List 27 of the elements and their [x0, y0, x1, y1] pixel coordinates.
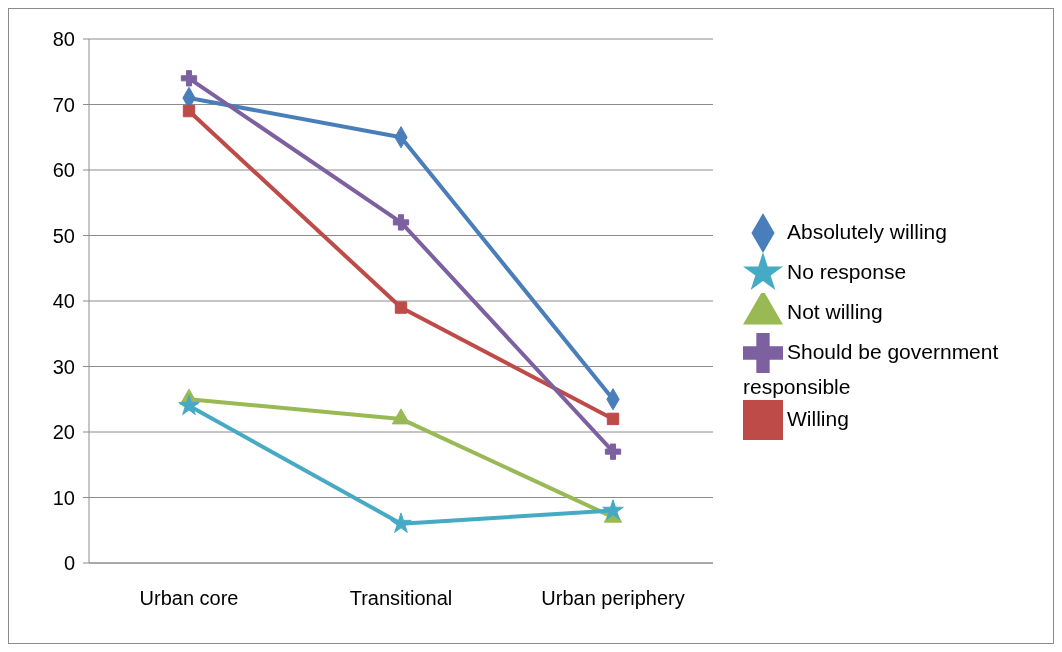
- point: [391, 408, 411, 425]
- y-tick-label: 10: [52, 486, 75, 509]
- x-tick-label: Urban periphery: [541, 587, 685, 610]
- legend-label: Willing: [787, 406, 849, 430]
- point: [394, 301, 408, 314]
- point: [392, 214, 410, 231]
- point: [606, 412, 620, 426]
- point: [604, 443, 622, 460]
- point: [180, 70, 198, 87]
- point: [390, 512, 412, 533]
- y-tick-label: 0: [63, 552, 75, 575]
- y-tick-label: 70: [52, 93, 75, 116]
- y-tick-label: 30: [52, 355, 75, 378]
- x-tick-label: Urban core: [139, 587, 239, 610]
- legend-label: No response: [787, 259, 907, 283]
- point: [602, 499, 624, 520]
- legend-label: Should be government responsible: [743, 339, 999, 398]
- y-tick-label: 60: [52, 159, 75, 182]
- y-tick-label: 20: [52, 421, 75, 444]
- y-tick-label: 40: [52, 290, 75, 313]
- point: [182, 104, 196, 118]
- y-tick-label: 80: [52, 28, 75, 51]
- y-tick-label: 50: [52, 224, 75, 247]
- point: [178, 394, 200, 416]
- legend-label: Absolutely willing: [787, 219, 947, 243]
- legend-label: Not willing: [787, 299, 883, 323]
- x-tick-label: Transitional: [349, 587, 453, 610]
